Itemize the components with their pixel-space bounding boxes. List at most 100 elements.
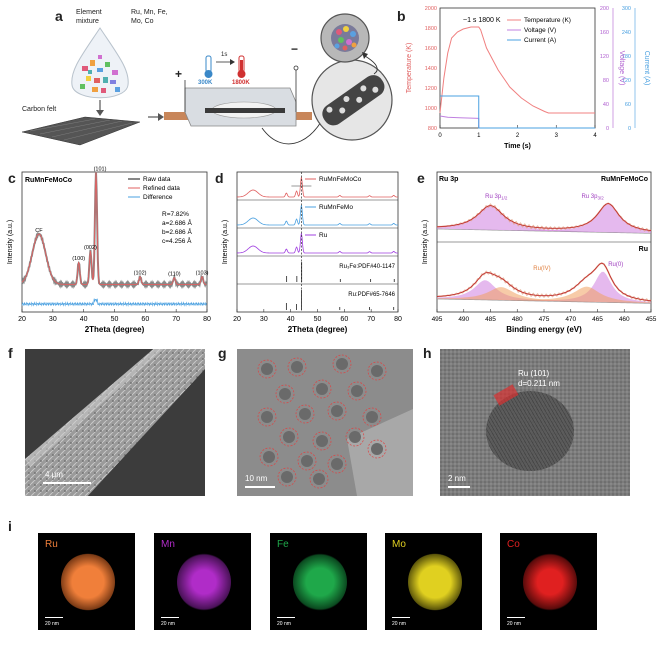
peak-fill-e-1-3 (437, 286, 651, 304)
eds-map-mn: Mn 20 nm (154, 533, 251, 630)
elements-list-label: Ru, Mn, Fe, Mo, Co (131, 9, 168, 25)
x-tick-label-c-0: 20 (18, 316, 26, 323)
x-tick-label-e-2: 485 (485, 316, 496, 323)
particle-outline-g-17 (367, 439, 387, 459)
y-voltage-tick-label-b-5: 200 (600, 6, 609, 12)
x-tick-label-d-6: 80 (394, 316, 402, 323)
y-voltage-tick-label-b-2: 80 (603, 78, 609, 84)
eds-scale-mo: 20 nm (392, 621, 406, 627)
legend-label-d-0: RuMnFeMoCo (319, 176, 362, 183)
peak-label-c-0: CF (35, 228, 43, 234)
series-difference-c (21, 298, 207, 307)
series-line-d-0 (236, 176, 399, 198)
legend-label-d-2: Ru (319, 232, 328, 239)
peak-label-e-top-1: Ru 3p3/2 (581, 194, 604, 201)
x-tick-label-b-1: 1 (477, 133, 481, 139)
xlabel-d: 2Theta (degree) (288, 325, 348, 334)
nanoparticle-g-12 (316, 435, 328, 447)
tem-image: 10 nm (237, 349, 413, 496)
particle-outline-g-1 (287, 357, 307, 377)
nanoparticle-g-7 (261, 411, 273, 423)
scalebar-g (245, 486, 275, 488)
ylabel-d: Intensity (a.u.) (222, 220, 229, 264)
x-tick-label-b-3: 3 (555, 133, 559, 139)
series-refined-c (21, 172, 207, 285)
eds-map-co: Co 20 nm (500, 533, 597, 630)
y-left-tick-label-b-5: 1800 (425, 26, 437, 32)
y-left-tick-label-b-4: 1600 (425, 46, 437, 52)
eds-map-mo: Mo 20 nm (385, 533, 482, 630)
nanoparticle-g-17 (371, 443, 383, 455)
x-tick-label-b-0: 0 (438, 133, 442, 139)
panel-label-e: e (417, 170, 425, 186)
nanoparticle-g-15 (301, 455, 313, 467)
nanoparticle-g-19 (313, 473, 325, 485)
particle-outline-g-3 (367, 361, 387, 381)
peak-label-c-6: (103) (196, 271, 209, 277)
eds-scale-fe: 20 nm (277, 621, 291, 627)
fit-line-e-1 (436, 262, 652, 302)
particle-outline-g-8 (295, 404, 315, 424)
peak-label-c-1: (100) (72, 256, 85, 262)
temp-low-label: 300K (198, 80, 213, 86)
x-tick-label-c-5: 70 (172, 316, 180, 323)
panel-label-i: i (8, 518, 12, 534)
plot-frame-d (236, 171, 399, 313)
peak-fill-e-0-1 (437, 203, 651, 234)
y-left-tick-label-b-0: 800 (428, 126, 437, 132)
eds-scale-co: 20 nm (507, 621, 521, 627)
particle-outline-g-6 (347, 381, 367, 401)
particle-outline-g-2 (332, 354, 352, 374)
x-tick-label-d-3: 50 (314, 316, 322, 323)
legend-label-b-2: Current (A) (524, 37, 556, 44)
scalebar-h (448, 486, 470, 488)
particle-outline-g-0 (257, 359, 277, 379)
peak-label-c-4: (102) (134, 271, 147, 277)
chart-xps: 495 490 485 480 475 470 465 460 455 Ru 3p RuMnFeMo… (422, 171, 657, 334)
y-current-tick-label-b-3: 180 (622, 54, 631, 60)
particle-outline-g-13 (345, 427, 365, 447)
x-tick-label-d-0: 20 (233, 316, 241, 323)
peak-label-c-2: (002) (84, 245, 97, 251)
nanoparticle-g-9 (331, 405, 343, 417)
chart-temperature-voltage-current: 0 1 2 3 480010001200140016001800200004080120… (406, 6, 650, 150)
y-current-tick-label-b-2: 120 (622, 78, 631, 84)
scale-label-g: 10 nm (245, 474, 268, 483)
stat-c-0: R=7.82% (162, 211, 189, 218)
nanoparticle-g-4 (279, 388, 291, 400)
time-label: 1s (221, 52, 228, 58)
y-left-tick-label-b-1: 1000 (425, 106, 437, 112)
title-e: Ru 3p (439, 176, 458, 183)
xlabel-e: Binding energy (eV) (506, 325, 582, 334)
eds-label-co: Co (507, 539, 520, 550)
thermometer-cold-icon (205, 55, 212, 73)
y-current-tick-label-b-0: 0 (628, 126, 631, 132)
particle-outline-g-10 (362, 407, 382, 427)
eds-scale-ru: 20 nm (45, 621, 59, 627)
eds-scale-mn: 20 nm (161, 621, 175, 627)
legend-label-c-1: Refined data (143, 185, 180, 192)
scale-label-h: 2 nm (448, 474, 466, 483)
y-current-tick-label-b-5: 300 (622, 6, 631, 12)
y-voltage-tick-label-b-4: 160 (600, 30, 609, 36)
ylabel-c: Intensity (a.u.) (7, 220, 14, 264)
x-tick-label-d-1: 30 (260, 316, 268, 323)
nanoparticle-g-14 (263, 451, 275, 463)
nanoparticle-g-13 (349, 431, 361, 443)
ref-label-d-1: Ru:PDF#65-7646 (348, 292, 395, 298)
x-tick-label-e-5: 470 (565, 316, 576, 323)
hrtem-image: Ru (101) d=0.211 nm 2 nm (440, 349, 630, 496)
nanoparticle-g-1 (291, 361, 303, 373)
scale-label-f: 4 μm (45, 470, 63, 479)
panel-label-g: g (218, 345, 227, 361)
particle-outline-g-19 (309, 469, 329, 489)
nanoparticle-g-0 (261, 363, 273, 375)
particle-outline-g-7 (257, 407, 277, 427)
x-tick-label-b-2: 2 (516, 133, 520, 139)
y-left-tick-label-b-2: 1200 (425, 86, 437, 92)
ylabel-current-b: Current (A) (643, 51, 650, 86)
background-line-e-0 (436, 228, 652, 234)
series-line-b-2 (440, 95, 595, 129)
x-tick-label-e-0: 495 (432, 316, 443, 323)
particle-outline-g-12 (312, 431, 332, 451)
